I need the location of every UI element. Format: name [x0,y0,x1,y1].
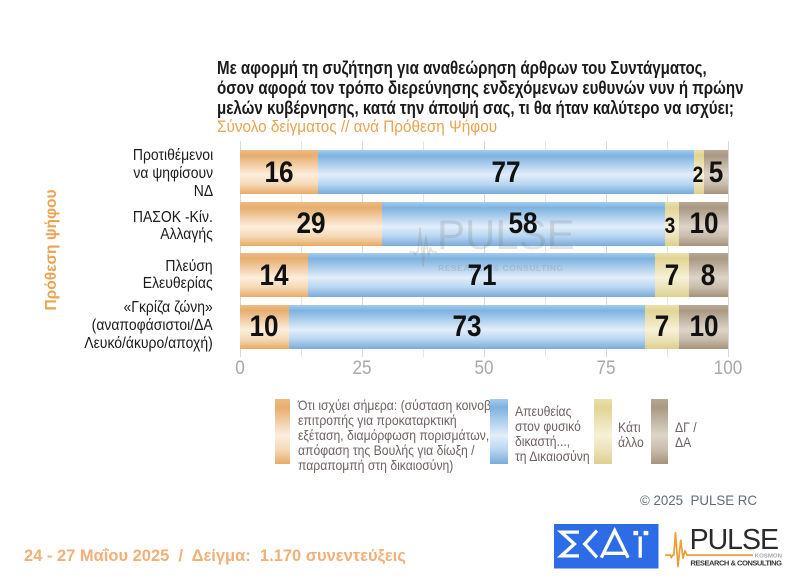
svg-text:RESEARCH & CONSULTING: RESEARCH & CONSULTING [690,558,782,567]
svg-text:KOSMON: KOSMON [755,554,783,560]
svg-text:PULSE: PULSE [690,524,782,556]
